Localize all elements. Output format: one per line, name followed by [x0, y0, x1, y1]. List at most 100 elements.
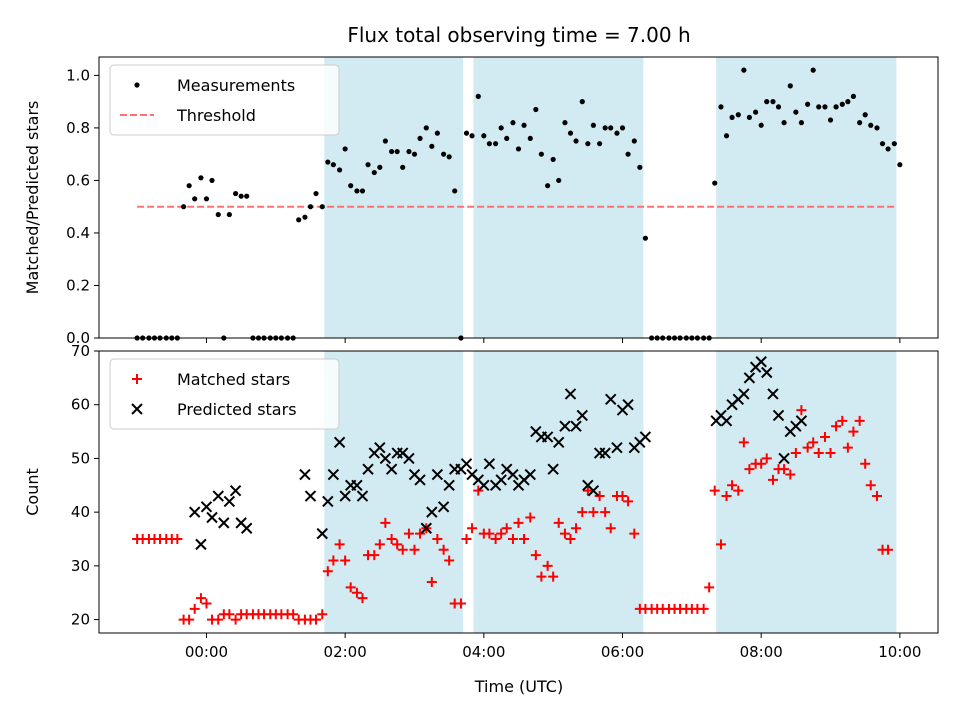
data-point-dot [637, 164, 643, 170]
data-point-dot [822, 104, 828, 110]
data-point-x [755, 356, 767, 368]
data-point-plus [779, 464, 790, 475]
data-point-x [403, 452, 415, 465]
legend-marker-dot [134, 82, 140, 88]
data-point-x [223, 495, 236, 508]
data-point-x [570, 420, 582, 432]
data-point-plus [842, 442, 853, 453]
shaded-interval [473, 351, 644, 633]
data-point-plus [473, 485, 484, 496]
data-point-plus [548, 571, 559, 582]
data-point-dot [885, 146, 891, 152]
data-point-plus [322, 566, 333, 577]
bottom-x-ticks: 00:00 02:00 04:00 06:00 08:00 10:00 [185, 633, 921, 661]
data-point-dot [718, 104, 724, 110]
data-point-dot [879, 141, 886, 147]
chart-title: Flux total observing time = 7.00 h [347, 23, 690, 47]
legend-box [109, 358, 340, 430]
data-point-plus [819, 431, 830, 442]
data-point-plus [403, 528, 414, 539]
data-point-dot [816, 104, 822, 110]
y-tick-label: 20 [71, 611, 90, 629]
data-point-dot [446, 154, 452, 160]
data-point-dot [203, 196, 210, 202]
y-tick-label: 70 [71, 342, 90, 360]
data-point-dot [400, 164, 406, 170]
data-point-dot [348, 183, 354, 189]
x-tick-label: 08:00 [740, 643, 783, 661]
data-point-plus [709, 485, 720, 496]
data-point-plus [600, 507, 611, 518]
data-point-dot [313, 190, 319, 197]
data-point-plus [224, 609, 235, 620]
data-point-x [761, 366, 773, 379]
data-point-dot [354, 188, 360, 194]
data-point-x [720, 415, 733, 427]
data-point-x [524, 468, 536, 481]
data-point-x [206, 511, 218, 524]
data-point-dot [417, 135, 423, 142]
data-point-dot [481, 133, 487, 139]
data-point-plus [386, 534, 397, 544]
data-point-x [316, 527, 328, 540]
data-point-dot [411, 151, 418, 157]
data-point-dot [463, 130, 470, 136]
data-point-dot [515, 146, 522, 152]
data-point-dot [342, 146, 348, 152]
data-point-dot [302, 214, 308, 220]
data-point-plus [432, 534, 443, 544]
data-point-x [483, 458, 496, 470]
data-point-plus [721, 491, 732, 502]
data-point-plus [698, 603, 709, 614]
bottom-y-ticks: 20 30 40 50 60 70 [71, 342, 99, 629]
data-point-plus [756, 458, 767, 469]
data-point-plus [715, 539, 726, 550]
data-point-x [351, 479, 363, 491]
data-point-dot [787, 83, 793, 89]
data-point-plus [796, 405, 807, 416]
data-point-dot [215, 211, 221, 218]
top-plot-frame [98, 56, 939, 339]
data-point-plus [542, 560, 553, 571]
data-point-dot [827, 117, 834, 123]
x-tick-label: 00:00 [185, 643, 228, 661]
data-point-plus [501, 523, 512, 534]
x-tick-label: 02:00 [324, 643, 367, 661]
data-point-dot [521, 122, 527, 128]
bottom-y-axis-label: Count [23, 468, 42, 516]
y-tick-label: 50 [71, 449, 90, 467]
data-point-dot [434, 130, 440, 136]
data-point-plus [380, 517, 391, 528]
shaded-interval [716, 57, 897, 338]
data-point-dot [597, 141, 603, 147]
data-point-plus [426, 576, 437, 587]
data-point-dot [556, 177, 562, 184]
data-point-plus [195, 593, 206, 604]
data-point-dot [891, 141, 897, 147]
data-point-dot [192, 196, 198, 202]
data-point-plus [189, 603, 200, 614]
data-point-dot [441, 151, 447, 157]
data-point-dot [232, 190, 239, 197]
data-point-dot [619, 125, 626, 131]
data-point-x [767, 388, 779, 400]
top-panel: 0.0 0.2 0.4 0.6 0.8 1.0 Matched/Predicted sta… [23, 56, 939, 347]
data-point-dot [845, 99, 851, 105]
data-point-plus [409, 544, 420, 555]
data-point-x [322, 495, 334, 508]
y-tick-label: 1.0 [66, 66, 90, 84]
bottom-plot-frame [98, 350, 939, 634]
data-point-plus [623, 496, 634, 507]
bottom-data-marks [132, 356, 894, 625]
data-point-dot [475, 93, 481, 99]
data-point-dot [833, 104, 839, 110]
data-point-dot [429, 143, 435, 149]
data-point-x [188, 506, 201, 518]
data-point-dot [319, 204, 325, 210]
data-point-dot [365, 162, 371, 168]
data-point-dot [382, 138, 388, 144]
data-point-dot [371, 169, 377, 176]
legend-label: Measurements [177, 76, 295, 95]
data-point-x [362, 463, 374, 475]
y-tick-label: 0.8 [66, 119, 90, 137]
